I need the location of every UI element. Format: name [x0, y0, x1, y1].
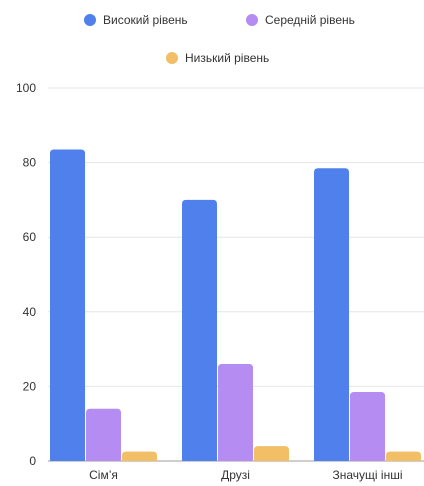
- y-tick-label-60: 60: [23, 230, 37, 244]
- legend-item-2: Середній рівень: [246, 13, 355, 27]
- y-tick-label-80: 80: [23, 156, 37, 170]
- bar-3-1: [314, 168, 349, 461]
- x-tick-label-2: Друзі: [221, 468, 250, 482]
- bar-1-3: [122, 451, 157, 461]
- bar-2-2: [218, 364, 253, 461]
- y-tick-label-40: 40: [23, 305, 37, 319]
- bar-2-1: [182, 199, 217, 461]
- legend-item-1: Високий рівень: [84, 13, 188, 27]
- legend-marker-1: [84, 14, 96, 26]
- bar-2-3: [254, 446, 289, 461]
- legend-marker-3: [166, 52, 178, 64]
- y-tick-label-0: 0: [29, 454, 36, 468]
- legend: Високий рівень Середній рівень Низький рів…: [84, 13, 355, 65]
- bar-1-1: [50, 149, 85, 462]
- legend-label-1: Високий рівень: [103, 13, 188, 27]
- x-tick-label-3: Значущі інші: [333, 468, 403, 482]
- bars: Сім’я Друзі Значущі інші: [50, 149, 421, 482]
- y-tick-label-20: 20: [23, 379, 37, 393]
- x-tick-label-1: Сім’я: [89, 468, 118, 482]
- legend-label-3: Низький рівень: [185, 51, 269, 65]
- legend-label-2: Середній рівень: [265, 13, 355, 27]
- legend-marker-2: [246, 14, 258, 26]
- bar-1-2: [86, 408, 121, 461]
- legend-item-3: Низький рівень: [166, 51, 269, 65]
- y-grid: 0 20 40 60 80 100: [16, 81, 424, 468]
- bar-3-2: [350, 391, 385, 461]
- bar-3-3: [386, 451, 421, 461]
- y-tick-label-100: 100: [16, 81, 36, 95]
